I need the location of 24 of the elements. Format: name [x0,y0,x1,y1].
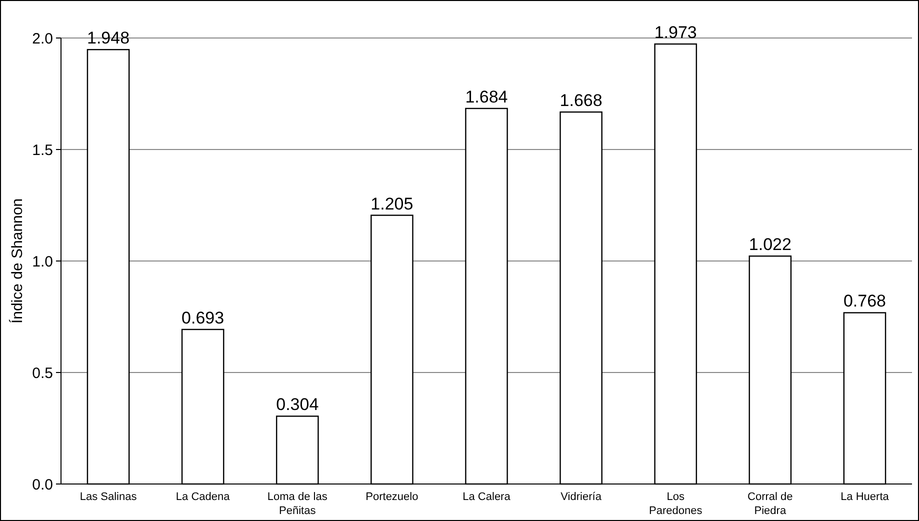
y-tick-label: 1.5 [32,142,53,159]
x-tick-label: Las Salinas [80,491,138,503]
data-label: 0.768 [843,292,886,311]
x-tick-label: La Cadena [176,491,231,503]
data-label: 1.973 [654,23,697,42]
y-tick-label: 1.0 [32,253,53,270]
x-tick-label: Loma de las Peñitas [267,491,328,517]
data-label: 0.693 [182,308,224,328]
x-tick-label: Vidriería [560,491,602,503]
y-tick-label: 0.0 [32,476,53,494]
x-tick-label: Portezuelo [366,491,418,503]
x-tick-label: La Calera [462,491,512,503]
y-tick-label: 0.5 [32,364,53,382]
data-label: 0.304 [276,395,319,414]
y-tick-label: 2.0 [32,30,53,48]
x-tick-label: Los Paredones [649,491,703,517]
data-label: 1.948 [87,28,130,48]
data-label: 1.205 [370,194,414,214]
x-tick-label: La Huerta [840,491,890,503]
data-label: 1.022 [748,235,792,254]
x-tick-label: Corral de Piedra [748,491,793,517]
data-label: 1.668 [560,91,602,110]
data-label: 1.684 [465,87,508,106]
y-axis-title: Índice de Shannon [8,198,26,324]
